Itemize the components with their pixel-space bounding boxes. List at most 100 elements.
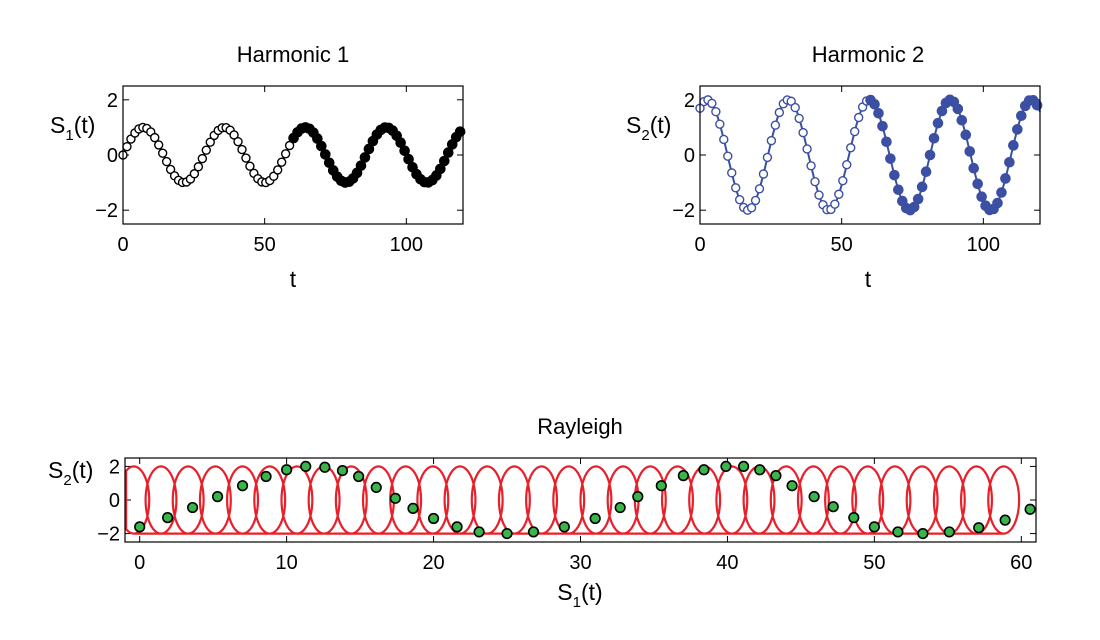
- filled-marker: [924, 149, 936, 161]
- filled-marker: [952, 103, 964, 115]
- filled-marker: [1016, 110, 1027, 122]
- axes-frame: [699, 85, 1041, 225]
- open-marker: [806, 161, 816, 171]
- open-marker: [122, 141, 132, 152]
- y-tick-label: 2: [109, 456, 120, 478]
- data-point: [737, 460, 750, 473]
- data-point: [134, 521, 146, 533]
- open-marker: [711, 107, 721, 117]
- filled-marker: [1000, 173, 1011, 184]
- x-tick-label: 0: [694, 234, 705, 256]
- data-point: [319, 461, 331, 473]
- open-marker: [193, 162, 204, 172]
- open-marker: [770, 120, 781, 130]
- data-point: [827, 501, 839, 513]
- panel-harmonic-2: Harmonic 2 0 50 100 −2 0 2 t S2(t): [626, 42, 1043, 292]
- filled-marker: [916, 181, 928, 193]
- open-marker: [280, 149, 291, 159]
- plot-area: [118, 85, 466, 225]
- data-point: [677, 470, 689, 482]
- open-marker: [853, 112, 864, 123]
- x-axis-label: t: [865, 266, 872, 292]
- data-point: [389, 492, 401, 504]
- data-point: [786, 480, 798, 492]
- open-marker: [153, 140, 164, 150]
- data-point: [655, 480, 667, 492]
- filled-marker: [1008, 140, 1019, 151]
- data-point: [407, 502, 419, 515]
- x-tick-label: 30: [569, 552, 591, 574]
- data-point: [754, 464, 766, 476]
- panel-harmonic-1: Harmonic 1 0 50 100 −2 0 2 t S1(t): [50, 42, 466, 292]
- open-marker: [846, 143, 856, 153]
- y-tick-label: 2: [684, 90, 695, 112]
- data-point: [451, 521, 463, 533]
- filled-marker: [442, 147, 454, 158]
- x-tick-label: 0: [134, 552, 145, 574]
- x-tick-label: 10: [276, 552, 298, 574]
- open-marker: [197, 153, 208, 164]
- data-point: [868, 521, 880, 533]
- data-point: [943, 526, 955, 538]
- x-tick-label: 50: [863, 552, 885, 574]
- filled-marker: [889, 169, 900, 181]
- axes-frame: [124, 457, 1037, 543]
- data-point: [917, 527, 929, 540]
- filled-marker: [885, 153, 896, 164]
- y-tick-label: −2: [97, 524, 120, 546]
- panel-title: Harmonic 1: [237, 42, 349, 67]
- plot-area: [124, 457, 1037, 543]
- filled-marker: [912, 193, 924, 205]
- panel-title: Rayleigh: [537, 414, 623, 439]
- data-point: [211, 491, 224, 503]
- plot-area: [695, 85, 1043, 225]
- filled-marker: [877, 120, 888, 132]
- filled-marker: [359, 152, 371, 163]
- tick-labels: 0 10 20 30 40 50 60 −2 0 2: [97, 456, 1032, 574]
- data-point: [162, 512, 174, 524]
- x-tick-label: 50: [831, 234, 853, 256]
- filled-marker: [1012, 124, 1023, 135]
- y-tick-label: −2: [95, 200, 118, 222]
- open-marker: [802, 144, 812, 154]
- open-marker: [790, 102, 800, 113]
- filled-marker: [355, 160, 367, 171]
- data-point: [1024, 503, 1036, 515]
- filled-marker: [960, 129, 972, 141]
- open-marker: [750, 195, 761, 206]
- open-marker: [758, 169, 769, 179]
- data-point: [186, 501, 199, 514]
- x-tick-label: 100: [390, 234, 423, 256]
- filled-marker: [399, 145, 410, 157]
- data-point: [999, 514, 1011, 526]
- filled-marker: [869, 98, 880, 110]
- data-point: [527, 526, 540, 538]
- x-tick-label: 40: [716, 552, 738, 574]
- filled-marker: [319, 149, 331, 160]
- data-point: [848, 512, 860, 524]
- filled-marker: [956, 114, 968, 126]
- data-point: [589, 512, 601, 525]
- filled-marker: [1004, 156, 1015, 168]
- y-tick-label: 2: [107, 90, 118, 112]
- y-axis-label: S2(t): [626, 112, 671, 144]
- open-marker: [731, 183, 741, 193]
- open-marker: [830, 199, 840, 209]
- data-point: [473, 526, 485, 538]
- x-axis-label: t: [290, 266, 297, 292]
- tick-labels: 0 50 100 −2 0 2: [672, 90, 1000, 256]
- filled-marker: [438, 155, 450, 167]
- y-tick-label: 0: [109, 490, 120, 512]
- data-point: [370, 481, 382, 494]
- x-tick-label: 0: [117, 234, 128, 256]
- open-marker: [810, 177, 820, 187]
- x-tick-label: 20: [422, 552, 444, 574]
- series-line: [699, 98, 1041, 212]
- open-marker: [715, 119, 725, 129]
- open-marker: [229, 130, 239, 140]
- x-tick-label: 60: [1010, 552, 1032, 574]
- open-marker: [766, 135, 777, 146]
- open-marker: [774, 107, 785, 118]
- open-marker: [719, 134, 729, 145]
